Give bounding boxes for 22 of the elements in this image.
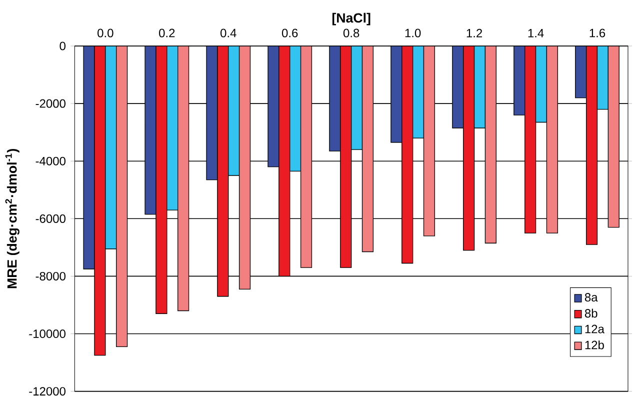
y-tick-label: -2000 — [36, 99, 66, 108]
legend-label: 12a — [585, 324, 604, 334]
x-tick-label: 0.4 — [220, 28, 236, 38]
x-tick-label: 1.4 — [528, 29, 544, 38]
y-tick-label: 0 — [60, 42, 66, 50]
x-tick-label: 1.6 — [590, 28, 606, 38]
legend-label: 12b — [585, 340, 604, 350]
y-axis-title: MRE (deg·cm$^{2}$·dmol$^{-1}$) — [5, 148, 20, 288]
y-tick-label: -12000 — [29, 387, 66, 396]
legend-label: 8a — [584, 293, 598, 302]
y-tick-label: -4000 — [36, 156, 66, 166]
x-tick-label: 0.6 — [282, 28, 298, 38]
x-tick-label: 1.0 — [405, 28, 421, 38]
x-axis-title: [NaCl] — [332, 12, 370, 26]
y-tick-label: -8000 — [36, 272, 66, 280]
legend-label: 8b — [584, 308, 598, 318]
y-tick-label: -10000 — [29, 330, 66, 338]
x-tick-label: 0.0 — [98, 28, 114, 38]
x-tick-label: 0.8 — [343, 28, 360, 38]
x-tick-label: 1.2 — [466, 28, 482, 38]
x-tick-label: 0.2 — [159, 28, 175, 38]
y-tick-label: -6000 — [36, 214, 66, 223]
